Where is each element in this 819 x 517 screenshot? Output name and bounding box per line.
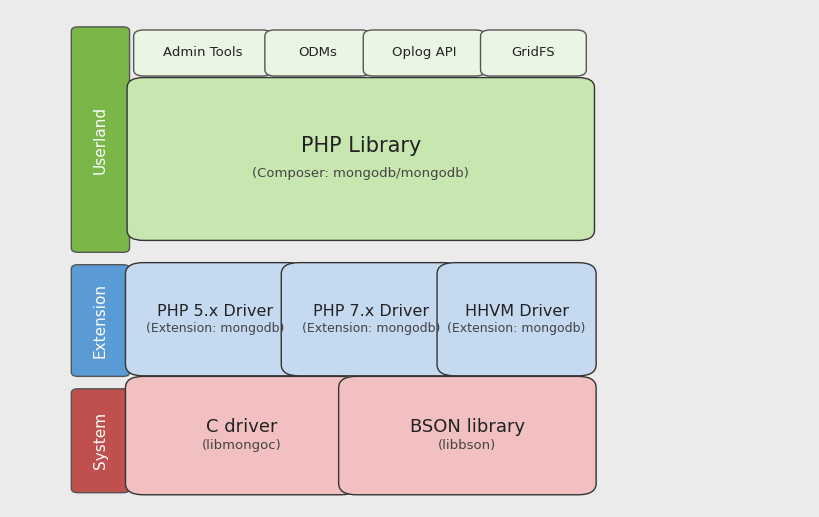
Text: C driver: C driver [206,418,278,436]
Text: Extension: Extension [93,283,108,358]
FancyBboxPatch shape [133,30,272,76]
Text: Admin Tools: Admin Tools [163,47,242,59]
Text: (libbson): (libbson) [437,438,496,452]
Text: PHP 7.x Driver: PHP 7.x Driver [313,303,428,318]
Text: (Extension: mongodb): (Extension: mongodb) [447,322,585,335]
Text: BSON library: BSON library [410,418,524,436]
Text: Userland: Userland [93,105,108,174]
Text: (Extension: mongodb): (Extension: mongodb) [301,322,440,335]
Text: PHP 5.x Driver: PHP 5.x Driver [157,303,273,318]
Text: GridFS: GridFS [511,47,554,59]
FancyBboxPatch shape [363,30,485,76]
Text: PHP Library: PHP Library [301,136,420,156]
Text: (libmongoc): (libmongoc) [201,438,282,452]
Text: (Composer: mongodb/mongodb): (Composer: mongodb/mongodb) [252,166,468,180]
FancyBboxPatch shape [125,376,358,495]
FancyBboxPatch shape [437,263,595,376]
Text: HHVM Driver: HHVM Driver [464,303,568,318]
Text: System: System [93,412,108,469]
FancyBboxPatch shape [125,263,305,376]
Text: (Extension: mongodb): (Extension: mongodb) [146,322,284,335]
FancyBboxPatch shape [71,389,129,493]
FancyBboxPatch shape [338,376,595,495]
FancyBboxPatch shape [71,265,129,376]
FancyBboxPatch shape [480,30,586,76]
FancyBboxPatch shape [265,30,370,76]
FancyBboxPatch shape [71,27,129,252]
Text: Oplog API: Oplog API [391,47,456,59]
Text: ODMs: ODMs [298,47,337,59]
FancyBboxPatch shape [281,263,460,376]
FancyBboxPatch shape [127,78,594,240]
